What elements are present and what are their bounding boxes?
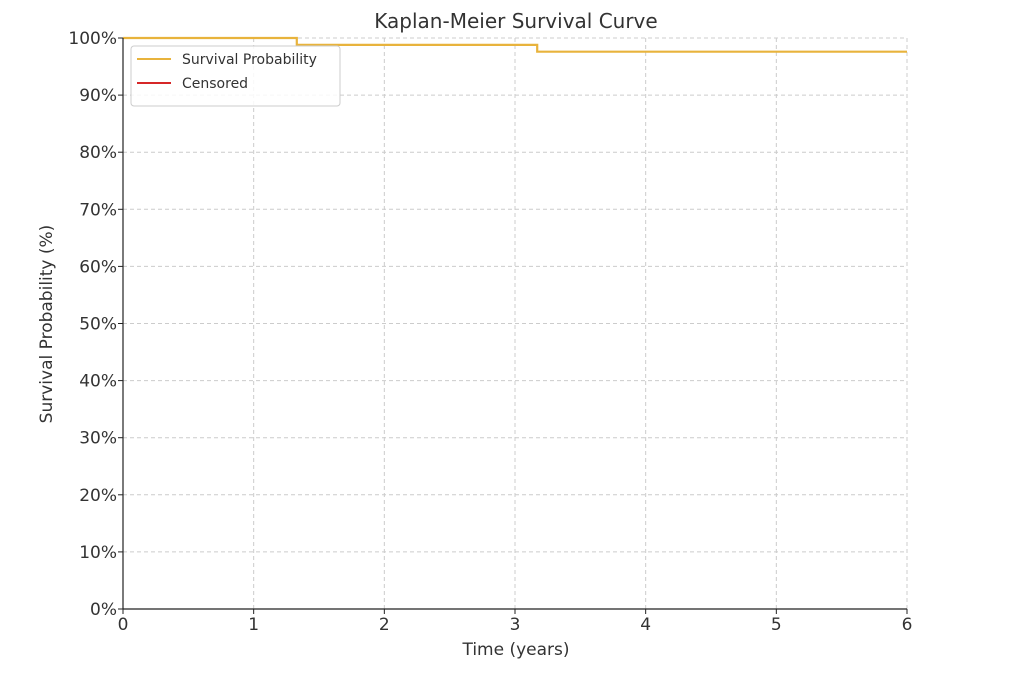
y-tick-label: 20%	[79, 486, 117, 506]
y-tick-label: 50%	[79, 315, 117, 335]
y-tick-label: 70%	[79, 200, 117, 220]
x-tick-label: 0	[118, 615, 129, 635]
y-tick-label: 30%	[79, 429, 117, 449]
y-tick-label: 10%	[79, 543, 117, 563]
plot-series	[123, 36, 907, 53]
legend-label: Survival Probability	[182, 52, 317, 68]
y-tick-label: 0%	[90, 600, 117, 620]
chart-title: Kaplan-Meier Survival Curve	[374, 9, 657, 33]
y-tick-label: 80%	[79, 143, 117, 163]
y-tick-label: 100%	[68, 29, 117, 49]
x-tick-label: 3	[510, 615, 521, 635]
x-tick-label: 2	[379, 615, 390, 635]
x-tick-label: 6	[902, 615, 913, 635]
x-tick-label: 1	[248, 615, 259, 635]
x-axis-label: Time (years)	[461, 640, 569, 660]
axes	[118, 37, 908, 614]
y-tick-label: 40%	[79, 372, 117, 392]
legend: Survival Probability Censored	[130, 45, 341, 107]
y-axis-label: Survival Probability (%)	[37, 225, 57, 424]
grid	[122, 37, 908, 610]
legend-label: Censored	[182, 76, 248, 92]
series-line-0	[123, 36, 907, 53]
tick-labels: 0 1 2 3 4 5 60%10%20%30%40%50%60%70%80%90%100%	[68, 29, 912, 635]
x-tick-label: 4	[640, 615, 651, 635]
y-tick-label: 60%	[79, 257, 117, 277]
y-tick-label: 90%	[79, 86, 117, 106]
x-tick-label: 5	[771, 615, 782, 635]
legend-box	[130, 45, 341, 107]
